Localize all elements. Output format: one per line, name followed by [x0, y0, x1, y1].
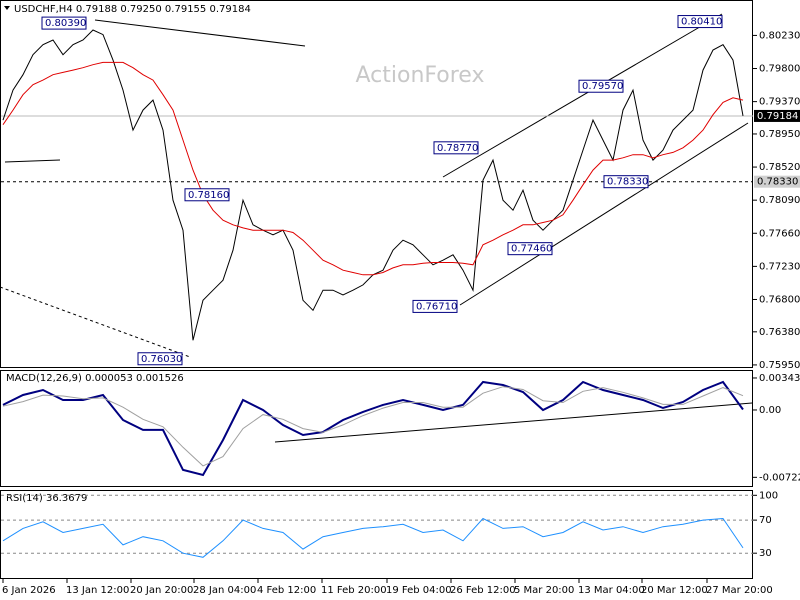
y-tick-label: 0.80230 — [759, 30, 800, 41]
annotation-label: 0.80390 — [45, 18, 86, 29]
x-tick-label: 6 Jan 2026 — [2, 585, 56, 596]
x-tick-label: 19 Feb 04:00 — [386, 585, 452, 596]
macd-title: MACD(12,26,9) 0.000053 0.001526 — [6, 373, 184, 384]
y-tick-label: 0.78090 — [759, 195, 800, 206]
annotation-label: 0.76030 — [141, 354, 182, 365]
last-price-label: 0.79184 — [757, 111, 798, 122]
y-tick-label: 0.79370 — [759, 97, 800, 108]
channel-line — [459, 122, 749, 306]
last-price-box — [754, 109, 800, 122]
menu-arrow — [4, 6, 10, 10]
x-tick-label: 26 Feb 12:00 — [450, 585, 516, 596]
series-line — [2, 380, 744, 477]
annotation-label: 0.79570 — [582, 81, 623, 92]
chart-title: USDCHF,H4 0.79188 0.79250 0.79155 0.7918… — [14, 4, 251, 15]
macd-panel — [0, 370, 753, 487]
annotation-box — [603, 175, 649, 189]
annotation-box — [433, 141, 479, 155]
annotation-label: 0.78160 — [188, 190, 229, 201]
annotation-box — [578, 79, 624, 93]
y-tick-label: 0.00 — [759, 405, 781, 416]
macd-trend-line — [274, 402, 753, 443]
rsi-title: RSI(14) 36.3679 — [6, 493, 87, 504]
annotation-box — [41, 16, 87, 30]
annotation-box — [412, 299, 458, 313]
annotation-label: 0.77460 — [511, 244, 552, 255]
y-tick-label: 70 — [759, 515, 772, 526]
y-tick-label: -0.007223 — [759, 472, 800, 483]
y-tick-label: 100 — [759, 490, 778, 501]
x-tick-label: 4 Feb 12:00 — [257, 585, 316, 596]
y-tick-label: 0.75950 — [759, 360, 800, 371]
x-tick-label: 20 Jan 20:00 — [130, 585, 193, 596]
rsi-panel — [0, 490, 753, 579]
level-box — [754, 175, 800, 188]
x-tick-label: 13 Jan 12:00 — [66, 585, 129, 596]
y-tick-label: 0.003432 — [759, 373, 800, 384]
annotation-box — [677, 15, 723, 29]
series-line — [2, 61, 744, 276]
series-line — [2, 386, 744, 467]
annotation-box — [137, 352, 183, 366]
trend-line — [0, 286, 191, 358]
level-label: 0.78330 — [757, 177, 798, 188]
y-tick-label: 0.78950 — [759, 129, 800, 140]
y-tick-label: 0.76380 — [759, 327, 800, 338]
annotation-label: 0.78770 — [437, 143, 478, 154]
y-tick-label: 0.78520 — [759, 162, 800, 173]
x-tick-label: 13 Mar 04:00 — [578, 585, 645, 596]
x-tick-label: 28 Jan 04:00 — [193, 585, 256, 596]
annotation-label: 0.78330 — [607, 177, 648, 188]
trend-line — [94, 19, 306, 47]
x-tick-label: 27 Mar 20:00 — [706, 585, 773, 596]
annotation-label: 0.80410 — [681, 17, 722, 28]
annotation-label: 0.76710 — [416, 301, 457, 312]
price-panel — [0, 0, 753, 368]
channel-line — [442, 13, 723, 178]
y-tick-label: 30 — [759, 548, 772, 559]
trend-line — [4, 159, 61, 163]
x-tick-label: 5 Mar 20:00 — [514, 585, 574, 596]
x-tick-label: 20 Mar 12:00 — [641, 585, 708, 596]
annotation-box — [184, 188, 230, 202]
watermark: ActionForex — [356, 63, 485, 88]
annotation-box — [507, 242, 553, 256]
y-tick-label: 0.77660 — [759, 228, 800, 239]
y-tick-label: 0.77230 — [759, 261, 800, 272]
y-tick-label: 0.79800 — [759, 64, 800, 75]
series-line — [2, 517, 744, 558]
x-tick-label: 11 Feb 20:00 — [321, 585, 387, 596]
y-tick-label: 0.76800 — [759, 294, 800, 305]
